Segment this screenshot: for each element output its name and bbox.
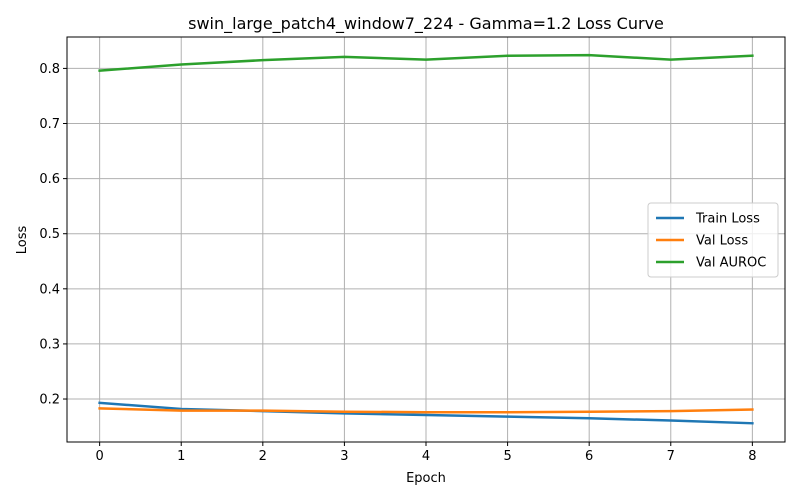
series-layer	[98, 53, 754, 425]
x-tick-label: 8	[748, 449, 756, 464]
y-tick-label: 0.6	[39, 172, 60, 187]
x-tick-label: 7	[667, 449, 675, 464]
y-tick-label: 0.2	[39, 393, 60, 408]
y-axis-label: Loss	[15, 226, 30, 255]
series-line-val-auroc	[98, 53, 754, 72]
x-tick-label: 4	[422, 449, 430, 464]
x-tick-label: 5	[503, 449, 511, 464]
x-tick-label: 0	[95, 449, 103, 464]
y-tick-label: 0.5	[39, 227, 60, 242]
y-tick-label: 0.4	[39, 282, 60, 297]
x-axis-label: Epoch	[406, 471, 446, 486]
x-tick-label: 1	[177, 449, 185, 464]
legend-label-train-loss: Train Loss	[695, 212, 760, 227]
legend: Train Loss Val Loss Val AUROC	[647, 202, 779, 278]
y-tick-label: 0.8	[39, 62, 60, 77]
y-tick-label: 0.7	[39, 117, 60, 132]
y-tick-label: 0.3	[39, 337, 60, 352]
legend-box	[647, 202, 779, 278]
x-tick-label: 6	[585, 449, 593, 464]
chart-title: swin_large_patch4_window7_224 - Gamma=1.…	[188, 14, 664, 34]
series-line-val-loss	[98, 407, 754, 414]
legend-label-val-loss: Val Loss	[696, 234, 748, 249]
x-tick-label: 3	[340, 449, 348, 464]
tick-layer: 0 1 2 3 4 5 6 7 8 0.2 0.3 0.4 0.5 0.6 0.7 0.8	[39, 62, 756, 464]
x-tick-label: 2	[259, 449, 267, 464]
legend-label-val-auroc: Val AUROC	[696, 256, 766, 271]
